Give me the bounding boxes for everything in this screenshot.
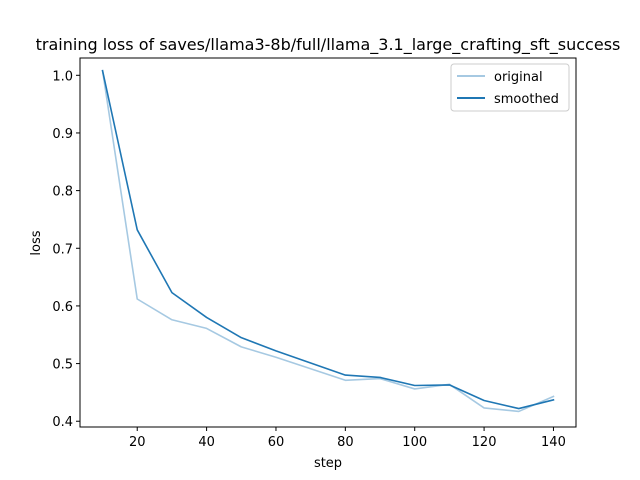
series-line-smoothed — [101, 69, 555, 410]
y-tick-label: 1.0 — [52, 69, 73, 84]
x-tick-label: 20 — [129, 435, 146, 450]
legend: original smoothed — [450, 63, 570, 112]
y-tick-label: 0.6 — [52, 300, 73, 315]
x-tick-label: 120 — [472, 435, 497, 450]
chart-title: training loss of saves/llama3-8b/full/ll… — [36, 35, 621, 55]
x-axis-ticks: 20 40 60 80 100 120 140 — [129, 427, 566, 450]
x-tick-label: 40 — [198, 435, 215, 450]
plot-frame — [79, 57, 577, 428]
x-axis-label: step — [314, 456, 342, 471]
plot-area — [80, 58, 576, 427]
x-tick-label: 100 — [402, 435, 427, 450]
y-tick-label: 0.8 — [52, 185, 73, 200]
x-tick-label: 60 — [268, 435, 285, 450]
legend-label-smoothed: smoothed — [494, 92, 559, 107]
series-layer — [101, 69, 555, 413]
x-tick-label: 80 — [337, 435, 354, 450]
y-tick-label: 0.9 — [52, 127, 73, 142]
y-tick-label: 0.5 — [52, 358, 73, 373]
y-tick-label: 0.4 — [52, 415, 73, 430]
x-tick-label: 140 — [541, 435, 566, 450]
legend-label-original: original — [494, 70, 543, 85]
y-tick-label: 0.7 — [52, 242, 73, 257]
y-axis-label: loss — [29, 230, 44, 255]
series-line-original — [101, 69, 555, 413]
y-axis-ticks: 0.4 0.5 0.6 0.7 0.8 0.9 1.0 — [52, 69, 80, 430]
